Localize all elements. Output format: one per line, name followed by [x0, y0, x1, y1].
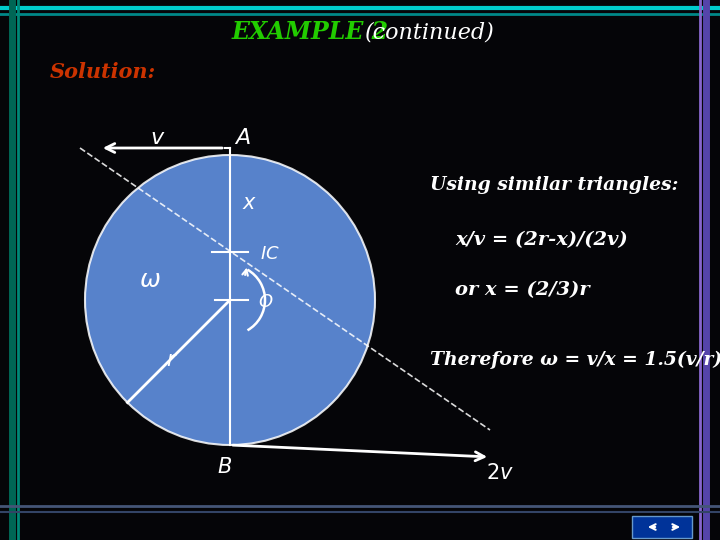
Text: (continued): (continued)	[365, 21, 495, 43]
Text: $\mathit{O}$: $\mathit{O}$	[258, 293, 274, 311]
Text: $\mathit{x}$: $\mathit{x}$	[243, 193, 258, 213]
Text: $\mathit{A}$: $\mathit{A}$	[233, 127, 251, 149]
Text: $\mathit{IC}$: $\mathit{IC}$	[260, 245, 280, 262]
Text: $\mathit{B}$: $\mathit{B}$	[217, 457, 233, 477]
Text: $\mathit{\omega}$: $\mathit{\omega}$	[139, 268, 161, 292]
Text: Solution:: Solution:	[50, 62, 156, 82]
Text: Therefore ω = v/x = 1.5(v/r): Therefore ω = v/x = 1.5(v/r)	[430, 351, 720, 369]
Text: x/v = (2r-x)/(2v): x/v = (2r-x)/(2v)	[455, 231, 628, 249]
Text: EXAMPLE 2: EXAMPLE 2	[231, 20, 389, 44]
Circle shape	[85, 155, 375, 445]
FancyBboxPatch shape	[632, 516, 692, 538]
Text: $\mathit{2v}$: $\mathit{2v}$	[486, 463, 514, 483]
Text: $\mathit{r}$: $\mathit{r}$	[166, 350, 178, 370]
Text: $\mathit{v}$: $\mathit{v}$	[150, 127, 166, 149]
Text: Using similar triangles:: Using similar triangles:	[430, 176, 678, 194]
Text: or x = (2/3)r: or x = (2/3)r	[455, 281, 590, 299]
